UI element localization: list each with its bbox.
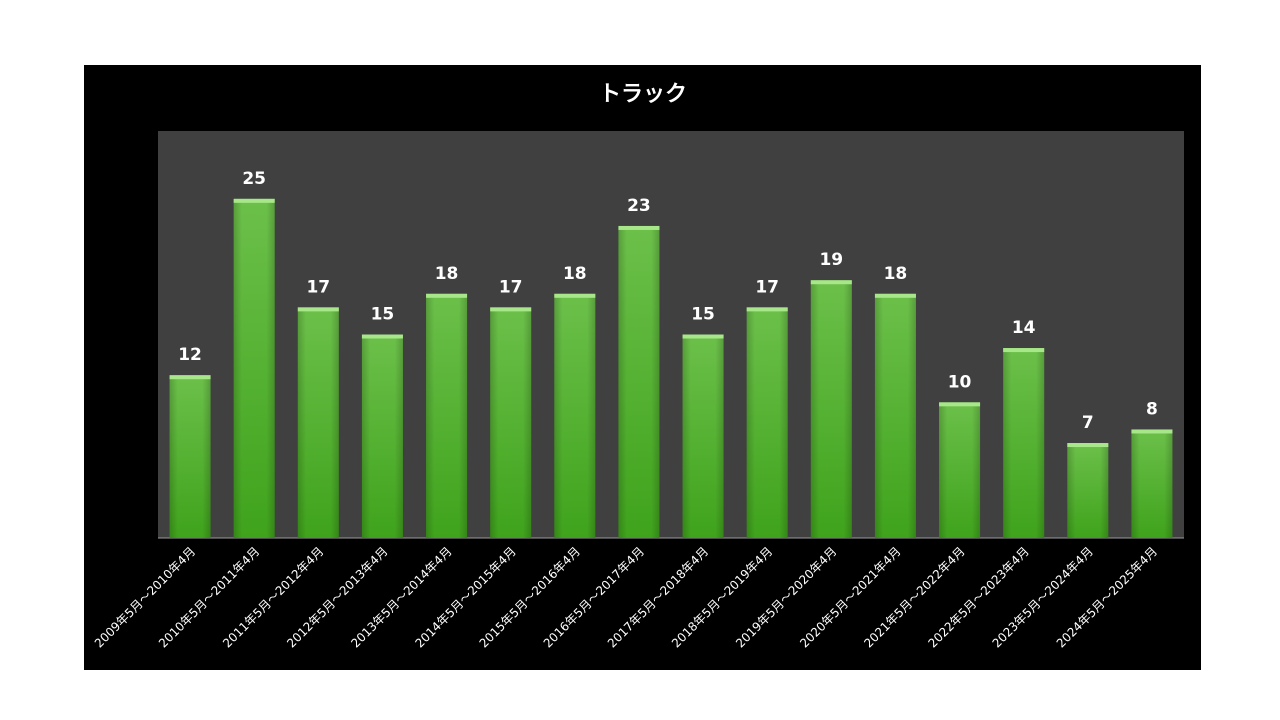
- data-label: 18: [435, 264, 459, 284]
- data-label: 7: [1082, 413, 1094, 433]
- bar-cap: [746, 307, 788, 312]
- bar-cap: [426, 293, 468, 298]
- bar-shading: [746, 307, 788, 538]
- x-tick-labels-group: 2009年5月～2010年4月2010年5月～2011年4月2011年5月～20…: [92, 544, 1160, 650]
- bar-cap: [1131, 429, 1173, 434]
- bar-cap: [297, 307, 339, 312]
- bar-cap: [874, 293, 916, 298]
- data-label: 12: [178, 345, 202, 365]
- bar-shading: [682, 334, 724, 538]
- chart-panel: トラック 12 25 17 15 18 17 18 23 15 17 19 18 10 14 7 8 2009…: [84, 65, 1201, 670]
- data-label: 17: [306, 277, 330, 297]
- bar-shading: [361, 334, 403, 538]
- bar-cap: [169, 375, 211, 380]
- bar-shading: [874, 293, 916, 538]
- data-label: 17: [499, 277, 523, 297]
- data-label: 17: [755, 277, 779, 297]
- bar-shading: [297, 307, 339, 538]
- bar-cap: [618, 225, 660, 230]
- bar-shading: [1131, 429, 1173, 538]
- data-label: 15: [691, 305, 715, 325]
- bar-cap: [361, 334, 403, 339]
- data-label: 18: [563, 264, 587, 284]
- bar-cap: [1067, 443, 1109, 448]
- data-labels-group: 12 25 17 15 18 17 18 23 15 17 19 18 10 14 7 8: [178, 169, 1158, 433]
- data-label: 8: [1146, 399, 1158, 419]
- bar-cap: [554, 293, 596, 298]
- chart-title: トラック: [599, 82, 687, 107]
- x-tick-label: 2009年5月～2010年4月: [92, 544, 198, 650]
- bar-shading: [1067, 443, 1109, 538]
- data-label: 10: [948, 372, 972, 392]
- bars-group: [169, 198, 1173, 539]
- bar-cap: [939, 402, 981, 407]
- bar-cap: [810, 280, 852, 285]
- bar-cap: [1003, 348, 1045, 353]
- bar-shading: [233, 198, 275, 539]
- bar-cap: [233, 198, 275, 203]
- bar-cap: [682, 334, 724, 339]
- bar-chart: トラック 12 25 17 15 18 17 18 23 15 17 19 18 10 14 7 8 2009…: [92, 82, 1184, 651]
- bar-shading: [1003, 348, 1045, 538]
- bar-shading: [169, 375, 211, 538]
- data-label: 18: [884, 264, 908, 284]
- bar-shading: [810, 280, 852, 538]
- data-label: 15: [371, 305, 395, 325]
- bar-cap: [490, 307, 532, 312]
- data-label: 25: [242, 169, 266, 189]
- bar-shading: [554, 293, 596, 538]
- data-label: 23: [627, 196, 651, 216]
- bar-shading: [618, 225, 660, 538]
- data-label: 19: [819, 250, 843, 270]
- bar-shading: [426, 293, 468, 538]
- data-label: 14: [1012, 318, 1036, 338]
- bar-shading: [939, 402, 981, 538]
- bar-shading: [490, 307, 532, 538]
